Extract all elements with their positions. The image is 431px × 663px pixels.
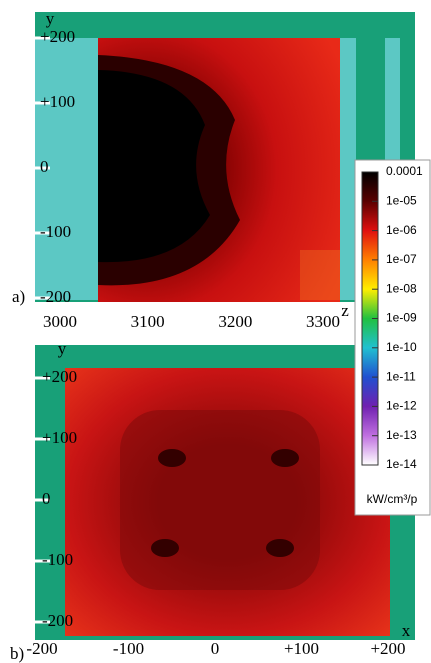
colorbar-unit: kW/cm³/p [367,492,418,506]
colorbar-tick-label: 1e-11 [386,369,416,383]
y-tick-label: +200 [40,27,75,46]
hotspot [271,449,299,467]
colorbar-tick-label: 1e-09 [386,311,417,325]
y-tick-label: 0 [40,157,49,176]
heatmap-core [98,70,210,263]
colorbar-tick-label: 1e-10 [386,340,417,354]
y-tick-label: -100 [40,222,71,241]
x-tick-label: 0 [211,639,220,658]
x-tick-label: +100 [284,639,319,658]
heatmap-core [120,410,320,590]
hotspot [266,539,294,557]
x-tick-label: 3300 [306,312,340,331]
heatmap-edge [300,250,340,300]
hotspot [151,539,179,557]
hotspot [158,449,186,467]
axis-name: x [402,621,411,640]
axis-name: z [341,301,349,320]
colorbar-tick-label: 1e-06 [386,223,417,237]
y-tick-label: +200 [42,367,77,386]
panel-label: a) [12,287,25,306]
colorbar-tick-label: 1e-13 [386,428,417,442]
x-tick-label: -200 [26,639,57,658]
y-tick-label: +100 [42,428,77,447]
y-tick-label: +100 [40,92,75,111]
axis-name: y [46,9,55,28]
axis-name: y [58,339,67,358]
y-tick-label: -100 [42,550,73,569]
y-tick-label: 0 [42,489,51,508]
colorbar-tick-label: 1e-12 [386,399,417,413]
panel-label: b) [10,644,24,663]
x-tick-label: -100 [113,639,144,658]
colorbar-tick-label: 1e-14 [386,457,417,471]
x-tick-label: 3200 [218,312,252,331]
colorbar-tick-label: 0.0001 [386,164,423,178]
colorbar-tick-label: 1e-05 [386,193,417,207]
x-tick-label: +200 [370,639,405,658]
y-tick-label: -200 [40,287,71,306]
x-tick-label: 3100 [131,312,165,331]
region [340,38,356,300]
colorbar-tick-label: 1e-08 [386,281,417,295]
y-tick-label: -200 [42,611,73,630]
x-tick-label: 3000 [43,312,77,331]
colorbar-tick-label: 1e-07 [386,252,417,266]
